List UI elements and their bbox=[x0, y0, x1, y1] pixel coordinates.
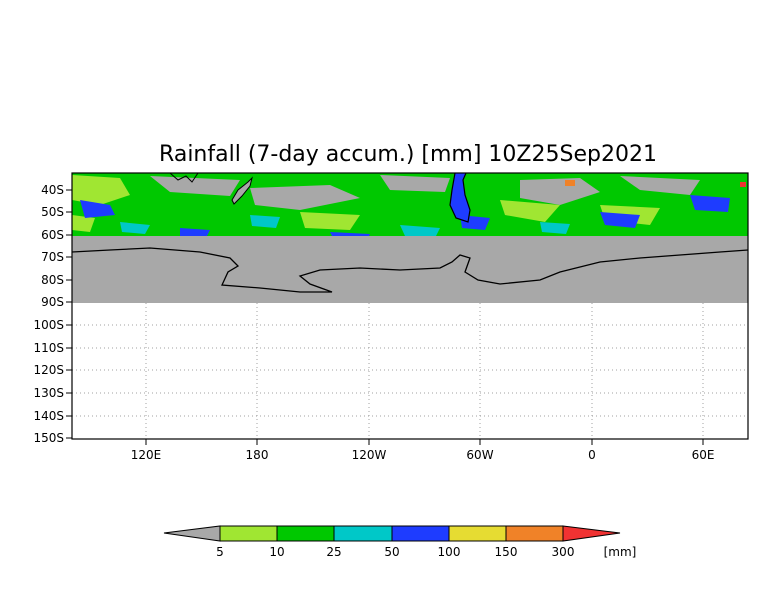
colorbar-level: 50 bbox=[384, 545, 399, 559]
colorbar-swatch bbox=[219, 525, 278, 542]
antarctica-coastline bbox=[72, 247, 748, 293]
colorbar-swatch bbox=[333, 525, 393, 542]
colorbar-low-arrow bbox=[163, 525, 221, 542]
colorbar-high-arrow bbox=[562, 525, 621, 542]
heavy-rain-patches bbox=[80, 180, 746, 244]
map-title: Rainfall (7-day accum.) [mm] 10Z25Sep202… bbox=[159, 142, 657, 167]
lat-label: 40S bbox=[41, 183, 64, 197]
plot-frame bbox=[71, 172, 749, 440]
lon-label: 120W bbox=[352, 448, 387, 462]
lat-label: 90S bbox=[41, 295, 64, 309]
lat-label: 130S bbox=[33, 386, 64, 400]
lon-label: 60W bbox=[466, 448, 493, 462]
lon-axis: 120E 180 120W 60W 0 60E bbox=[131, 439, 715, 462]
lat-label: 140S bbox=[33, 409, 64, 423]
lat-label: 80S bbox=[41, 273, 64, 287]
plot-area bbox=[71, 172, 749, 440]
lon-label: 120E bbox=[131, 448, 162, 462]
colorbar-level: 100 bbox=[438, 545, 461, 559]
lat-axis: 40S 50S 60S 70S 80S 90S 100S 110S 120S 1… bbox=[33, 183, 72, 445]
lat-label: 100S bbox=[33, 318, 64, 332]
new-zealand-coastline bbox=[231, 176, 253, 205]
lon-label: 180 bbox=[246, 448, 269, 462]
colorbar-level: 25 bbox=[326, 545, 341, 559]
lat-label: 150S bbox=[33, 431, 64, 445]
lat-label: 120S bbox=[33, 363, 64, 377]
colorbar-level: 300 bbox=[552, 545, 575, 559]
colorbar-level: 5 bbox=[216, 545, 224, 559]
rainfall-texture bbox=[72, 175, 700, 232]
colorbar-swatch bbox=[505, 525, 564, 542]
lon-label: 60E bbox=[692, 448, 715, 462]
lat-label: 110S bbox=[33, 341, 64, 355]
lat-label: 70S bbox=[41, 250, 64, 264]
colorbar: 5 10 25 50 100 150 300 [mm] bbox=[163, 525, 637, 559]
grid-lines bbox=[72, 303, 748, 439]
colorbar-unit: [mm] bbox=[604, 545, 637, 559]
colorbar-level: 10 bbox=[269, 545, 284, 559]
colorbar-swatch bbox=[276, 525, 335, 542]
south-america-coastline bbox=[449, 173, 471, 223]
australia-coastline bbox=[169, 173, 199, 183]
colorbar-level: 150 bbox=[495, 545, 518, 559]
lon-label: 0 bbox=[588, 448, 596, 462]
lat-label: 50S bbox=[41, 205, 64, 219]
lat-label: 60S bbox=[41, 228, 64, 242]
colorbar-swatch bbox=[448, 525, 507, 542]
colorbar-swatch bbox=[391, 525, 450, 542]
